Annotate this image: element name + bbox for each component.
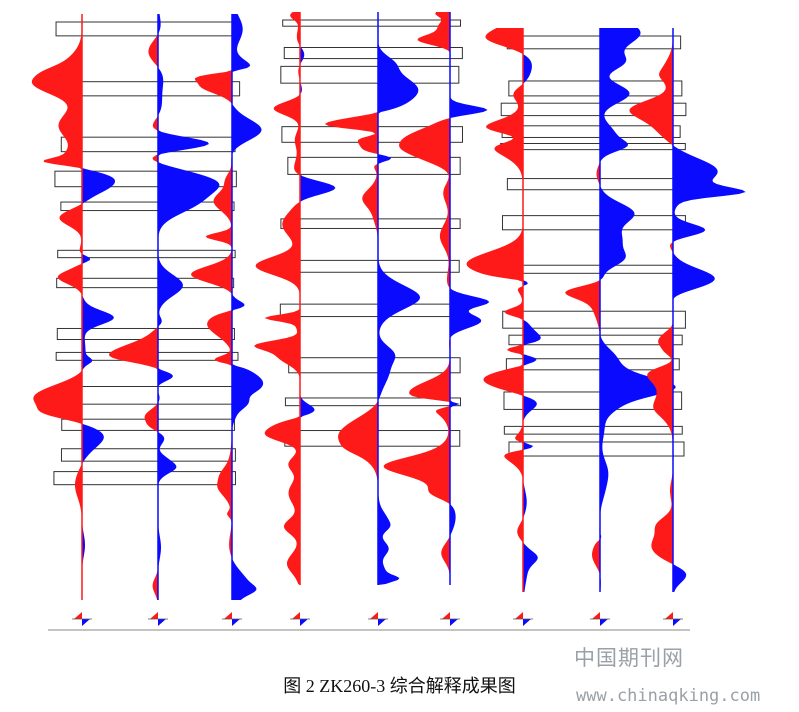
layer-box	[506, 35, 682, 50]
curve-right	[523, 28, 541, 592]
curve-left	[109, 14, 158, 600]
curve-left	[324, 12, 378, 585]
layer-box	[503, 391, 683, 410]
layer-box	[506, 178, 680, 191]
curve-right	[673, 28, 746, 592]
layer-box	[508, 441, 685, 457]
layer-box	[502, 264, 686, 274]
glyph-red	[592, 612, 600, 619]
curve-left	[383, 12, 450, 585]
watermark-url: www.chinaqking.com	[576, 686, 761, 706]
watermark-site: 中国期刊网	[574, 646, 684, 670]
layer-box	[54, 170, 237, 188]
layer-box	[508, 80, 683, 97]
layer-box	[60, 201, 235, 212]
curve-right	[82, 14, 116, 600]
layer-box	[500, 102, 687, 117]
layer-box	[500, 142, 686, 151]
curve-right	[378, 12, 421, 585]
curve-right	[158, 14, 220, 600]
glyph-red	[150, 612, 158, 619]
curve-left	[190, 14, 232, 600]
glyph-red	[292, 612, 300, 619]
layer-box	[282, 19, 462, 27]
layer-box	[53, 471, 236, 486]
glyph-blue	[300, 619, 308, 626]
layer-box	[280, 218, 461, 229]
layer-box	[508, 334, 683, 346]
glyph-blue	[82, 619, 90, 626]
layer-box	[60, 136, 236, 153]
layer-box	[57, 249, 236, 259]
glyph-blue	[158, 619, 166, 626]
curve-left	[466, 28, 523, 592]
glyph-blue	[378, 619, 386, 626]
layer-box	[288, 357, 461, 374]
layer-box	[280, 65, 460, 84]
layer-box	[284, 259, 460, 273]
glyph-blue	[523, 619, 531, 626]
layer-box	[505, 358, 680, 371]
glyph-red	[665, 612, 673, 619]
glyph-blue	[600, 619, 608, 626]
glyph-blue	[232, 619, 240, 626]
glyph-blue	[450, 619, 458, 626]
layer-box	[57, 385, 236, 405]
figure-caption: 图 2 ZK260-3 综合解释成果图	[283, 676, 516, 696]
curve-left	[31, 14, 82, 600]
layer-box	[287, 156, 461, 175]
layer-box	[60, 448, 236, 462]
curve-left	[253, 12, 300, 585]
glyph-red	[74, 612, 82, 619]
layer-box	[55, 21, 237, 37]
glyph-blue	[673, 619, 681, 626]
layer-box	[501, 215, 686, 231]
glyph-red	[224, 612, 232, 619]
layer-box	[279, 303, 459, 318]
layer-box	[503, 425, 683, 435]
curve-right	[300, 12, 336, 585]
layer-box	[284, 397, 461, 407]
curve-right	[600, 28, 676, 592]
curve-left	[565, 28, 600, 592]
glyph-red	[515, 612, 523, 619]
layer-box	[283, 46, 463, 60]
curve-right	[450, 12, 490, 585]
glyph-red	[442, 612, 450, 619]
layer-box	[56, 277, 235, 289]
curve-right	[232, 14, 264, 600]
glyph-red	[370, 612, 378, 619]
curve-left	[629, 28, 673, 592]
